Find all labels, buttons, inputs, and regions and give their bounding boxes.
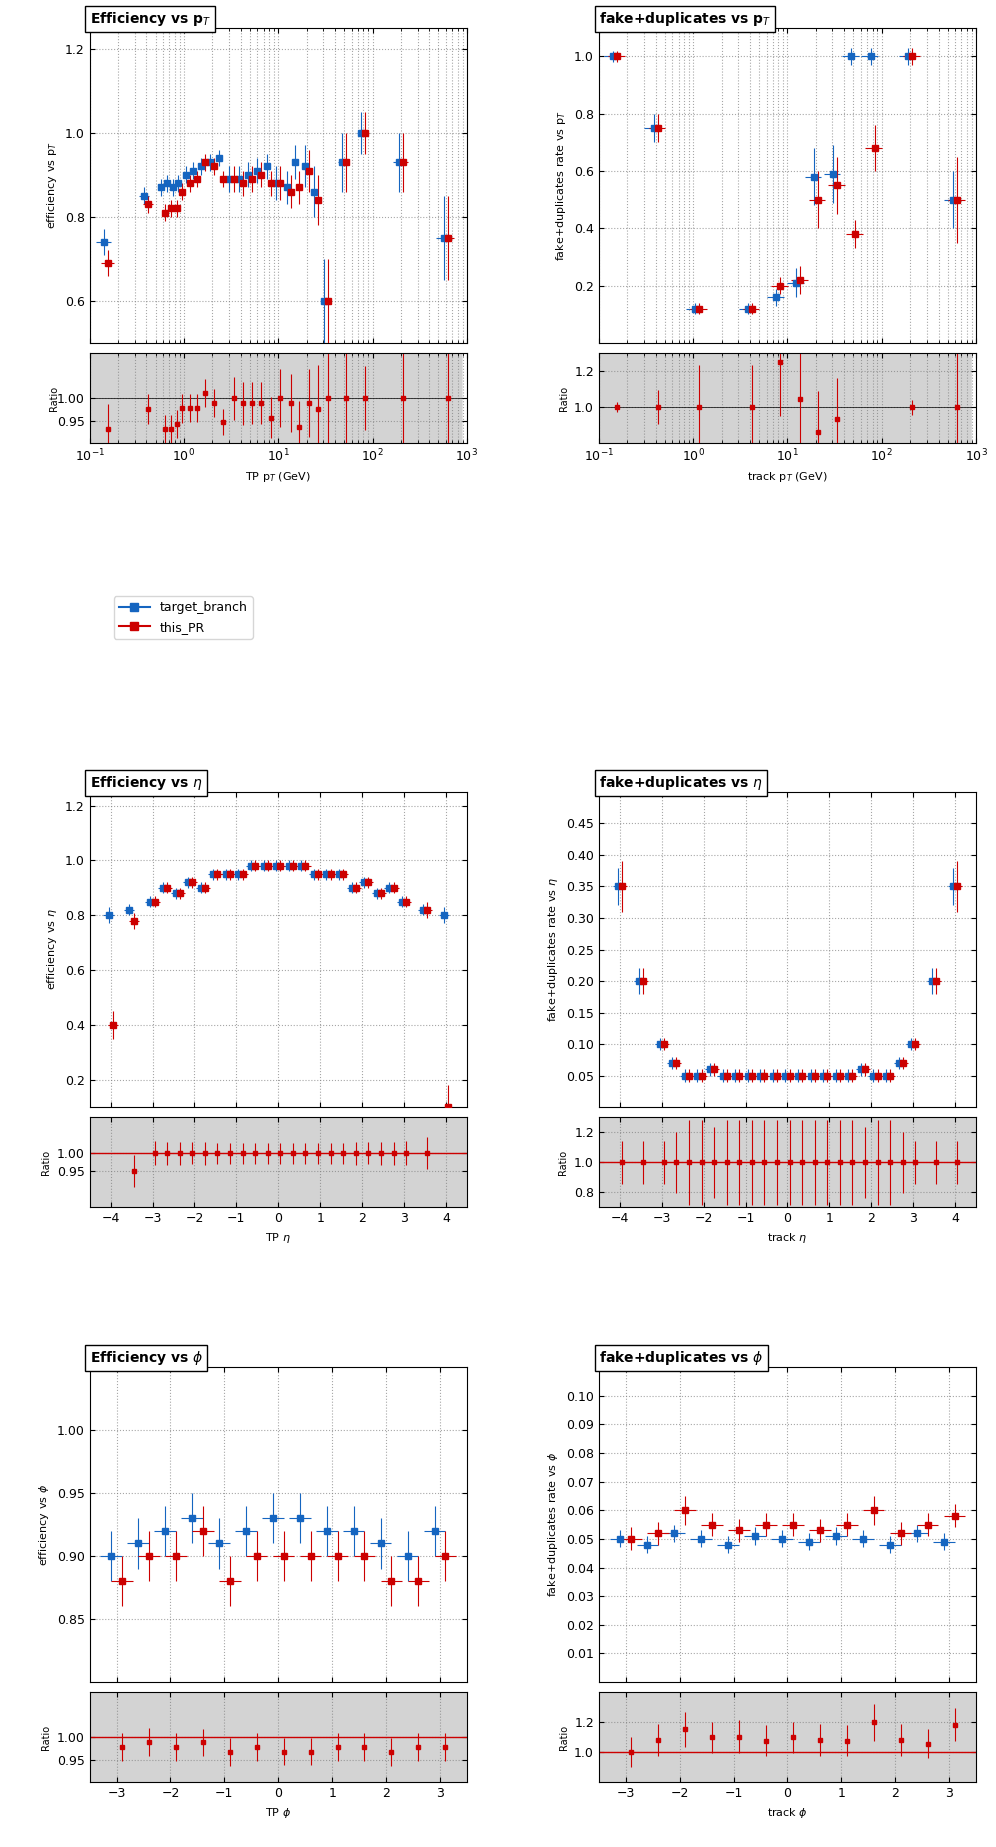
Text: Efficiency vs $\phi$: Efficiency vs $\phi$ (90, 1348, 203, 1367)
Text: fake+duplicates vs p$_T$: fake+duplicates vs p$_T$ (599, 9, 771, 28)
FancyBboxPatch shape (583, 1677, 992, 1812)
X-axis label: track $\eta$: track $\eta$ (767, 1230, 808, 1245)
FancyBboxPatch shape (0, 334, 972, 478)
Y-axis label: Ratio: Ratio (559, 1151, 569, 1175)
Text: fake+duplicates vs $\eta$: fake+duplicates vs $\eta$ (599, 774, 763, 792)
Text: Efficiency vs p$_T$: Efficiency vs p$_T$ (90, 9, 211, 28)
Legend: target_branch, this_PR: target_branch, this_PR (114, 597, 253, 639)
Y-axis label: efficiency vs $\phi$: efficiency vs $\phi$ (37, 1483, 51, 1566)
X-axis label: TP $\phi$: TP $\phi$ (265, 1806, 291, 1819)
Y-axis label: efficiency vs $\eta$: efficiency vs $\eta$ (45, 909, 59, 990)
X-axis label: track $\phi$: track $\phi$ (767, 1806, 808, 1819)
Y-axis label: Ratio: Ratio (559, 386, 569, 410)
FancyBboxPatch shape (77, 1027, 479, 1280)
X-axis label: track p$_T$ (GeV): track p$_T$ (GeV) (747, 471, 828, 484)
Y-axis label: fake+duplicates rate vs $\phi$: fake+duplicates rate vs $\phi$ (547, 1452, 561, 1598)
Y-axis label: efficiency vs p$_T$: efficiency vs p$_T$ (45, 142, 59, 229)
FancyBboxPatch shape (0, 240, 462, 556)
Y-axis label: Ratio: Ratio (42, 1151, 52, 1175)
X-axis label: TP p$_T$ (GeV): TP p$_T$ (GeV) (245, 471, 311, 484)
FancyBboxPatch shape (74, 1594, 483, 1847)
Y-axis label: fake+duplicates rate vs $\eta$: fake+duplicates rate vs $\eta$ (547, 877, 561, 1021)
X-axis label: TP $\eta$: TP $\eta$ (265, 1230, 291, 1245)
Y-axis label: fake+duplicates rate vs p$_T$: fake+duplicates rate vs p$_T$ (555, 111, 569, 260)
Text: Efficiency vs $\eta$: Efficiency vs $\eta$ (90, 774, 203, 792)
Y-axis label: Ratio: Ratio (559, 1725, 569, 1749)
FancyBboxPatch shape (587, 1103, 989, 1223)
Text: fake+duplicates vs $\phi$: fake+duplicates vs $\phi$ (599, 1348, 763, 1367)
Y-axis label: Ratio: Ratio (42, 1725, 52, 1749)
Y-axis label: Ratio: Ratio (50, 386, 60, 410)
